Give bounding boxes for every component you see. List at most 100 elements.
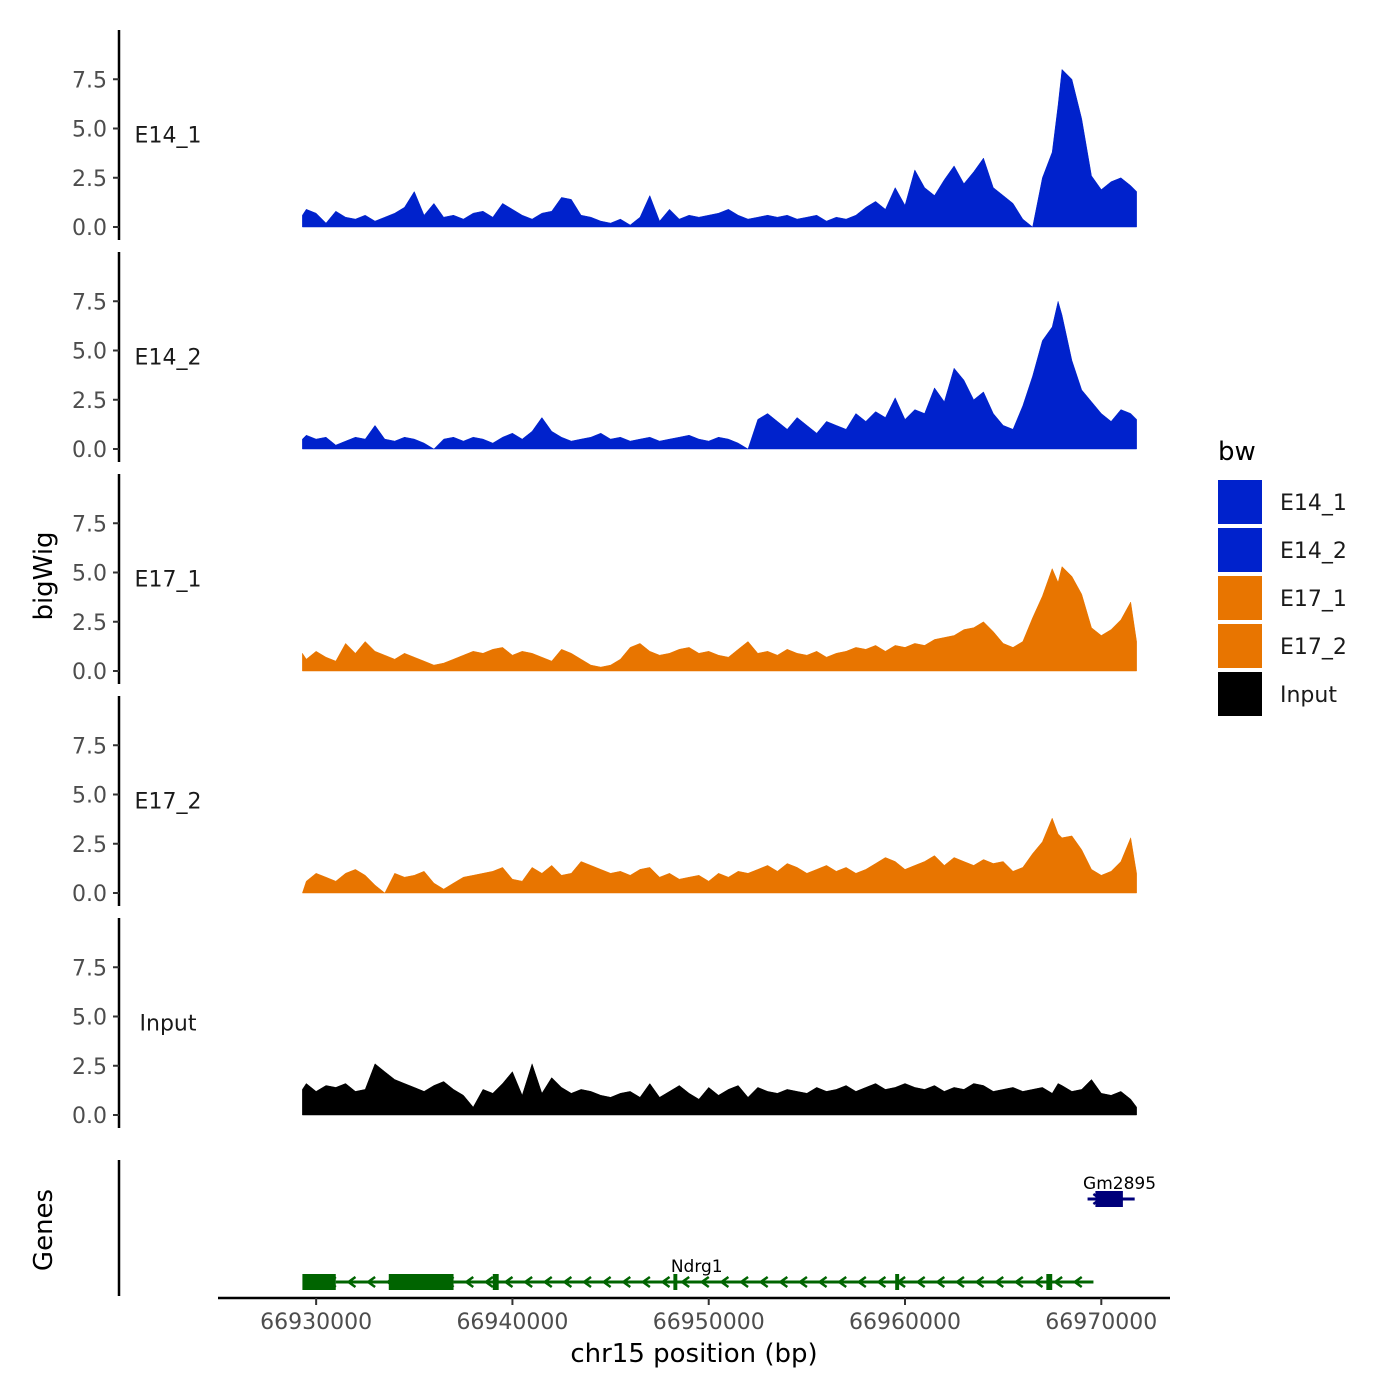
y-tick-label: 5.0 <box>72 118 107 143</box>
y-tick-label: 0.0 <box>72 1104 107 1129</box>
strand-chevron <box>797 1275 808 1289</box>
genes-track: Ndrg1 Gm2895 <box>117 1160 1156 1296</box>
exon-block <box>302 1274 336 1290</box>
x-tick-label: 66950000 <box>653 1310 765 1335</box>
legend-label: E14_1 <box>1280 491 1347 516</box>
exon-block <box>673 1274 678 1290</box>
strand-chevron <box>601 1275 612 1289</box>
x-axis-title: chr15 position (bp) <box>570 1339 817 1369</box>
y-tick-label: 0.0 <box>72 660 107 685</box>
y-tick-label: 2.5 <box>72 1055 107 1080</box>
coverage-area <box>302 301 1137 450</box>
y-axis-title: bigWig <box>29 531 59 620</box>
track-e14-2: 0.0 2.5 5.0 7.5 E14_2 <box>72 252 1137 463</box>
coverage-area <box>302 817 1137 894</box>
facet-label: E17_2 <box>135 790 202 815</box>
facet-label: E14_1 <box>135 124 202 149</box>
strand-chevron <box>699 1275 710 1289</box>
x-axis: 66930000 66940000 66950000 66960000 66970000 <box>218 1296 1170 1335</box>
legend-swatch <box>1218 624 1262 668</box>
legend-swatch <box>1218 672 1262 716</box>
facet-label: E17_1 <box>135 568 202 593</box>
strand-chevron <box>562 1275 573 1289</box>
track-input: 0.0 2.5 5.0 7.5 Input <box>72 918 1137 1129</box>
exon-block <box>388 1274 454 1290</box>
legend-item: E17_2 <box>1218 624 1347 668</box>
y-tick-label: 5.0 <box>72 784 107 809</box>
y-tick-label: 7.5 <box>72 290 107 315</box>
x-tick-label: 66930000 <box>260 1310 372 1335</box>
coverage-area <box>302 566 1137 672</box>
legend-item: E17_1 <box>1218 576 1347 620</box>
strand-chevron <box>876 1275 887 1289</box>
y-tick-label: 2.5 <box>72 389 107 414</box>
x-tick-label: 66960000 <box>849 1310 961 1335</box>
coverage-area <box>302 1062 1137 1116</box>
track-e17-1: 0.0 2.5 5.0 7.5 E17_1 <box>72 474 1137 685</box>
track-e14-1: 0.0 2.5 5.0 7.5 E14_1 <box>72 30 1137 241</box>
strand-chevron <box>758 1275 769 1289</box>
strand-chevron <box>915 1275 926 1289</box>
exon-block <box>492 1274 499 1290</box>
facet-label: E14_2 <box>135 346 202 371</box>
gene-label: Gm2895 <box>1083 1174 1156 1194</box>
strand-chevron <box>365 1275 376 1289</box>
strand-chevron <box>581 1275 592 1289</box>
coverage-tracks: 0.0 2.5 5.0 7.5 E14_1 0.0 2.5 5.0 7.5 E14_2 0.0 2.5… <box>72 30 1137 1129</box>
strand-chevron <box>1052 1275 1063 1289</box>
y-tick-label: 7.5 <box>72 734 107 759</box>
strand-chevron <box>935 1275 946 1289</box>
y-tick-label: 7.5 <box>72 68 107 93</box>
strand-chevron <box>1072 1275 1083 1289</box>
y-tick-label: 2.5 <box>72 833 107 858</box>
genes-axis-title: Genes <box>29 1189 59 1271</box>
y-tick-label: 2.5 <box>72 611 107 636</box>
strand-chevron <box>719 1275 730 1289</box>
exon-block <box>1046 1274 1053 1290</box>
y-tick-label: 7.5 <box>72 512 107 537</box>
strand-chevron <box>738 1275 749 1289</box>
legend-swatch <box>1218 480 1262 524</box>
strand-chevron <box>817 1275 828 1289</box>
x-tick-label: 66940000 <box>456 1310 568 1335</box>
exon-block <box>895 1274 900 1290</box>
strand-chevron <box>621 1275 632 1289</box>
strand-chevron <box>640 1275 651 1289</box>
strand-chevron <box>680 1275 690 1289</box>
strand-chevron <box>974 1275 985 1289</box>
strand-chevron <box>1033 1275 1044 1289</box>
strand-chevron <box>954 1275 965 1289</box>
facet-label: Input <box>140 1012 197 1037</box>
strand-chevron <box>778 1275 789 1289</box>
strand-chevron <box>856 1275 867 1289</box>
exon-block <box>1095 1191 1123 1207</box>
legend-label: E14_2 <box>1280 539 1347 564</box>
legend-label: E17_2 <box>1280 635 1347 660</box>
strand-chevron <box>1013 1275 1024 1289</box>
y-tick-label: 5.0 <box>72 562 107 587</box>
legend-item: E14_2 <box>1218 528 1347 572</box>
gene-ndrg1: Ndrg1 <box>302 1257 1094 1290</box>
strand-chevron <box>346 1275 357 1289</box>
strand-chevron <box>542 1275 553 1289</box>
strand-chevron <box>464 1275 474 1289</box>
legend-swatch <box>1218 576 1262 620</box>
strand-chevron <box>660 1275 671 1289</box>
y-tick-label: 0.0 <box>72 438 107 463</box>
y-tick-label: 0.0 <box>72 216 107 241</box>
track-e17-2: 0.0 2.5 5.0 7.5 E17_2 <box>72 696 1137 907</box>
legend-title: bw <box>1218 437 1256 467</box>
legend-item: E14_1 <box>1218 480 1347 524</box>
coverage-area <box>302 68 1137 228</box>
strand-chevron <box>994 1275 1004 1289</box>
strand-chevron <box>503 1275 514 1289</box>
y-tick-label: 7.5 <box>72 956 107 981</box>
legend-item: Input <box>1218 672 1337 716</box>
strand-chevron <box>483 1275 494 1289</box>
legend-swatch <box>1218 528 1262 572</box>
strand-chevron <box>837 1275 847 1289</box>
strand-chevron <box>522 1275 533 1289</box>
y-tick-label: 0.0 <box>72 882 107 907</box>
legend: bw E14_1 E14_2 E17_1 E17_2 Input <box>1218 437 1347 716</box>
